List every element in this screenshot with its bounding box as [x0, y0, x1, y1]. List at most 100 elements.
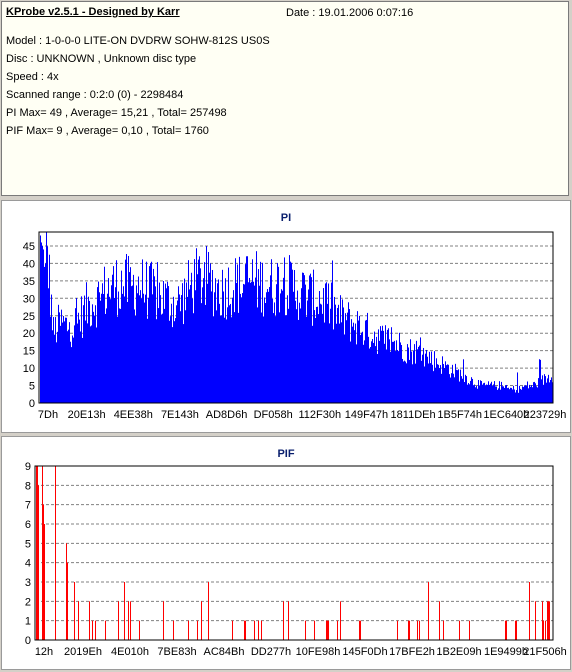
pi-bar [545, 376, 546, 403]
pi-x-tick-label: AD8D6h [206, 409, 248, 421]
pi-bar [463, 359, 464, 403]
pi-bar [419, 345, 420, 403]
pi-bar [499, 381, 500, 403]
pi-bar [173, 296, 174, 403]
pi-bar [147, 318, 148, 403]
pi-bar [288, 308, 289, 403]
pi-bar [158, 308, 159, 403]
pi-bar [48, 288, 49, 403]
pi-bar [76, 298, 77, 403]
pi-bar [367, 312, 368, 403]
pi-bar [275, 316, 276, 403]
pi-bar [482, 384, 483, 403]
pi-y-tick-label: 20 [23, 328, 35, 340]
pi-bar [226, 319, 227, 403]
pi-bar [53, 317, 54, 403]
pi-bar [339, 323, 340, 403]
pif-x-tick-label: DD277h [251, 646, 291, 658]
pif-x-tick-label: 1E9499h [484, 646, 528, 658]
pi-bar [414, 344, 415, 403]
pi-bar [426, 349, 427, 403]
pi-bar [240, 293, 241, 403]
pi-bar [98, 281, 99, 403]
pif-y-tick-label: 0 [25, 635, 31, 647]
pi-bar [262, 262, 263, 403]
pi-bar [528, 388, 529, 403]
pi-bar [351, 319, 352, 403]
pif-bar [208, 582, 209, 640]
pi-bar [225, 278, 226, 403]
pi-bar [541, 379, 542, 403]
pi-bar [137, 293, 138, 403]
pi-bar [522, 386, 523, 403]
pi-bar [390, 351, 391, 403]
pif-bar [201, 601, 202, 640]
pi-bar [315, 318, 316, 403]
pi-bar [439, 368, 440, 403]
pi-bar [41, 242, 42, 403]
pif-bar [74, 582, 75, 640]
pi-bar [376, 336, 377, 403]
pi-bar [323, 288, 324, 403]
pi-bar [80, 331, 81, 403]
pi-bar [531, 385, 532, 403]
pi-bar [303, 272, 304, 403]
pi-bar [263, 316, 264, 403]
pi-bar [104, 266, 105, 403]
pi-bar [272, 298, 273, 403]
pi-bar [116, 260, 117, 403]
pi-bar [246, 256, 247, 403]
pi-bar [347, 312, 348, 403]
pi-bar [42, 245, 43, 403]
pi-bar [394, 340, 395, 403]
pi-bar [489, 384, 490, 403]
pi-bar [306, 316, 307, 403]
pi-bar [386, 349, 387, 403]
pi-bar [327, 303, 328, 403]
pi-y-tick-label: 45 [23, 241, 35, 253]
pi-bar [492, 385, 493, 403]
pi-bar [407, 344, 408, 403]
pi-bar [379, 340, 380, 403]
pi-bar [392, 341, 393, 403]
pif-bar [92, 620, 93, 640]
pi-bar [111, 285, 112, 403]
pi-bar [231, 317, 232, 403]
pi-bar [472, 378, 473, 403]
pi-bar [530, 386, 531, 403]
pi-bar [356, 344, 357, 403]
pi-bar [238, 312, 239, 403]
pi-bar [176, 305, 177, 403]
pi-bar [490, 383, 491, 403]
pi-bar [405, 361, 406, 403]
pi-bar [361, 332, 362, 403]
pi-bar [487, 384, 488, 403]
pi-bar [434, 351, 435, 403]
pi-bar [425, 353, 426, 403]
pi-bar [236, 282, 237, 403]
pi-bar [152, 294, 153, 403]
pif-x-tick-label: 145F0Dh [342, 646, 387, 658]
pi-bar [399, 332, 400, 403]
pif-bar [188, 620, 189, 640]
pi-bar [133, 274, 134, 403]
pi-bar [395, 351, 396, 403]
pi-bar [452, 364, 453, 403]
pi-bar [546, 382, 547, 403]
pif-y-tick-label: 9 [25, 461, 31, 473]
pi-bar [461, 376, 462, 403]
pif-y-tick-label: 7 [25, 500, 31, 512]
pi-bar [239, 256, 240, 403]
pi-bar [113, 266, 114, 403]
pi-chart-title: PI [281, 212, 291, 224]
pi-bar [540, 359, 541, 403]
pi-bar [342, 299, 343, 403]
pi-x-tick-label: 4EE38h [114, 409, 153, 421]
pi-bar [180, 311, 181, 403]
pi-bar [245, 264, 246, 403]
pi-bar [514, 389, 515, 403]
pi-bar [109, 296, 110, 403]
pi-bar [221, 315, 222, 403]
pi-bar [491, 381, 492, 403]
pif-bar [261, 620, 262, 640]
